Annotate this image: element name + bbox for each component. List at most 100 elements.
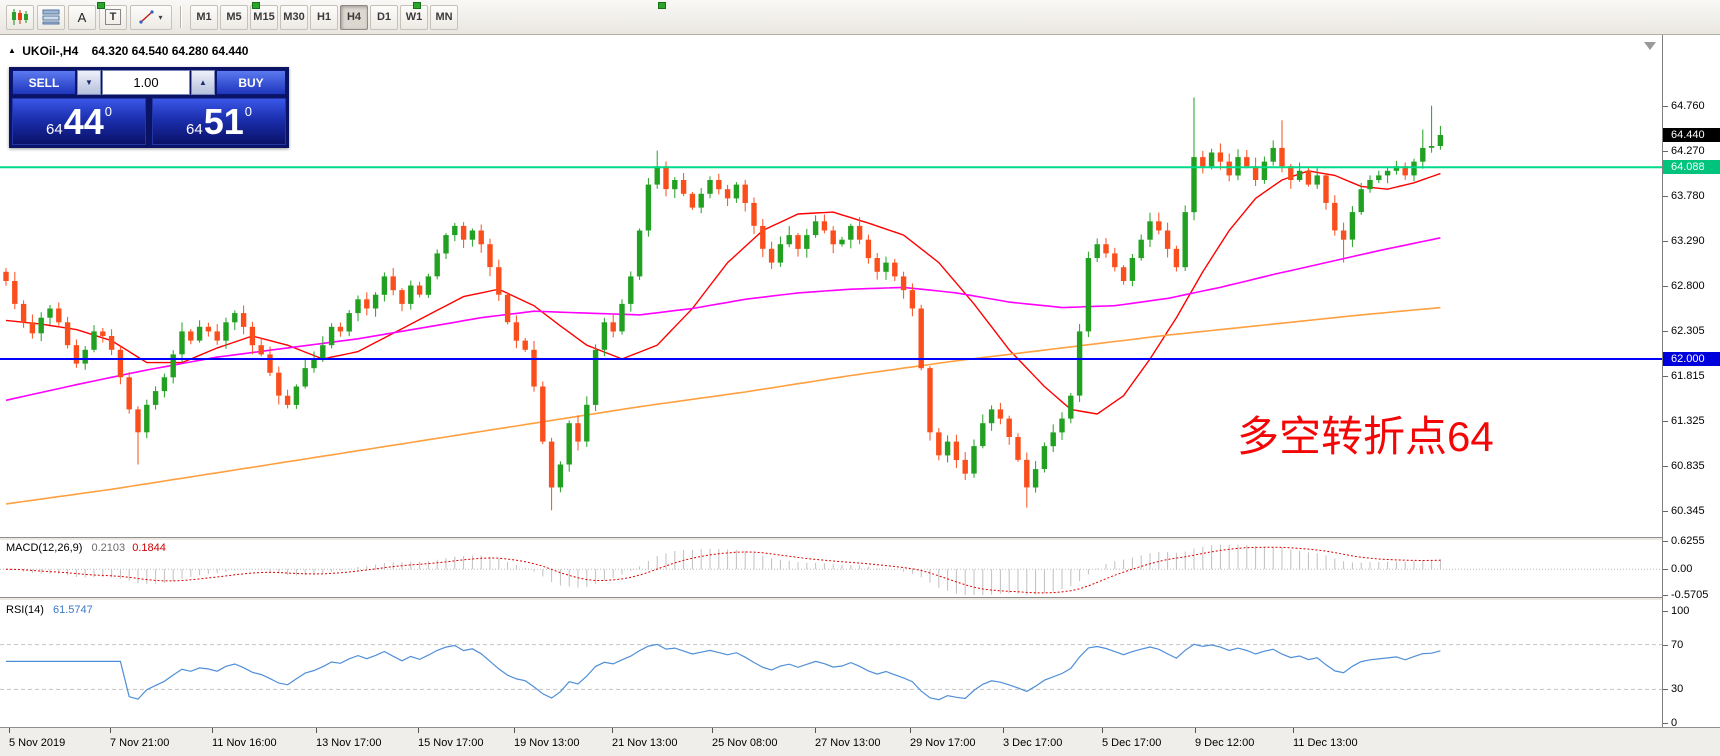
macd-name: MACD(12,26,9)	[6, 542, 83, 554]
ohlc-values: 64.320 64.540 64.280 64.440	[91, 44, 249, 58]
time-tick-label: 21 Nov 13:00	[612, 737, 678, 749]
toolbar-led-icon	[658, 2, 666, 9]
timeframe-mn-button[interactable]: MN	[430, 4, 458, 30]
drawing-tools-button[interactable]: ▾	[130, 4, 172, 30]
timeframe-d1-button[interactable]: D1	[370, 4, 398, 30]
one-click-trading-panel: SELL ▼ ▲ BUY 64 44 0 64 51 0	[9, 67, 289, 148]
macd-scale-label: 0.00	[1662, 563, 1693, 576]
price-marker-label: 64.440	[1663, 128, 1720, 143]
trade-quotes-row: 64 44 0 64 51 0	[12, 98, 286, 145]
time-tick	[316, 728, 317, 733]
time-tick-label: 3 Dec 17:00	[1003, 737, 1063, 749]
price-tick-label: 60.835	[1663, 459, 1705, 472]
sell-button[interactable]: SELL	[12, 70, 76, 95]
bid-integer: 64	[46, 121, 63, 138]
panel-toggle-icon[interactable]: ▲	[8, 46, 16, 55]
time-axis[interactable]: 5 Nov 2019 7 Nov 21:00 11 Nov 16:00 13 Nov …	[0, 727, 1720, 756]
chart-style-icon[interactable]	[6, 4, 34, 30]
time-tick	[910, 728, 911, 733]
macd-signal-value: 0.1844	[132, 542, 166, 554]
time-tick-label: 7 Nov 21:00	[110, 737, 170, 749]
time-tick	[712, 728, 713, 733]
time-tick-label: 13 Nov 17:00	[316, 737, 382, 749]
time-tick-label: 19 Nov 13:00	[514, 737, 580, 749]
price-tick-label: 63.290	[1663, 234, 1705, 247]
time-tick-label: 27 Nov 13:00	[815, 737, 881, 749]
price-tick-label: 61.325	[1663, 414, 1705, 427]
price-chart-canvas[interactable]	[0, 35, 1662, 727]
text-label-tool-button[interactable]: A	[68, 4, 96, 30]
ask-pips: 51	[203, 100, 244, 142]
volume-input[interactable]	[102, 70, 190, 95]
text-tool-icon: T	[105, 9, 121, 25]
bid-pips: 44	[63, 100, 104, 142]
time-tick	[514, 728, 515, 733]
macd-scale-label: -0.5705	[1662, 589, 1709, 601]
chevron-down-icon: ▾	[158, 12, 163, 22]
layout-glyph	[42, 9, 60, 25]
timeframe-m30-button[interactable]: M30	[280, 4, 308, 30]
time-tick-label: 11 Nov 16:00	[212, 737, 277, 749]
price-tick-label: 62.800	[1663, 279, 1705, 292]
macd-indicator-label: MACD(12,26,9) 0.2103 0.1844	[6, 542, 166, 554]
price-tick-label: 64.270	[1663, 144, 1705, 157]
time-tick	[418, 728, 419, 733]
price-tick-label: 61.815	[1663, 369, 1705, 382]
time-tick	[110, 728, 111, 733]
ask-point: 0	[244, 104, 252, 119]
toolbar-led-icon	[413, 2, 421, 9]
price-tick-label: 62.305	[1663, 324, 1705, 337]
price-axis[interactable]: 64.760 64.270 63.780 63.290 62.800 62.305 61.8…	[1662, 35, 1720, 729]
price-tick-label: 63.780	[1663, 189, 1705, 202]
rsi-scale-label: 30	[1662, 683, 1684, 696]
macd-scale-label: 0.6255	[1663, 535, 1705, 547]
time-tick	[212, 728, 213, 733]
timeframe-h4-button[interactable]: H4	[340, 4, 368, 30]
time-tick	[1003, 728, 1004, 733]
price-tick-label: 64.760	[1663, 99, 1705, 112]
time-tick-label: 29 Nov 17:00	[910, 737, 976, 749]
time-tick	[9, 728, 10, 733]
buy-button[interactable]: BUY	[216, 70, 286, 95]
time-tick	[1195, 728, 1196, 733]
volume-increase-button[interactable]: ▲	[191, 70, 215, 95]
trade-controls-row: SELL ▼ ▲ BUY	[12, 70, 286, 95]
bid-point: 0	[104, 104, 112, 119]
ask-integer: 64	[186, 121, 203, 138]
rsi-scale-label: 0	[1662, 717, 1678, 729]
time-tick-label: 11 Dec 13:00	[1293, 737, 1358, 749]
time-tick-label: 25 Nov 08:00	[712, 737, 778, 749]
volume-decrease-button[interactable]: ▼	[77, 70, 101, 95]
toolbar-separator	[180, 6, 182, 28]
time-tick-label: 15 Nov 17:00	[418, 737, 484, 749]
timeframe-m1-button[interactable]: M1	[190, 4, 218, 30]
time-tick	[1102, 728, 1103, 733]
toolbar-led-icon	[252, 2, 260, 9]
ask-price-button[interactable]: 64 51 0	[152, 98, 286, 145]
chart-symbol-header: ▲ UKOil-,H4 64.320 64.540 64.280 64.440	[8, 44, 248, 58]
moving-averages	[5, 170, 1441, 505]
time-tick-label: 5 Dec 17:00	[1102, 737, 1162, 749]
candlestick-glyph	[12, 9, 28, 25]
bid-price-button[interactable]: 64 44 0	[12, 98, 146, 145]
panel-separator[interactable]	[0, 537, 1720, 541]
time-tick	[1293, 728, 1294, 733]
time-tick-label: 9 Dec 12:00	[1195, 737, 1255, 749]
rsi-indicator	[0, 643, 1662, 701]
timeframe-group: M1 M5 M15 M30 H1 H4 D1 W1 MN	[190, 4, 458, 30]
chart-shift-icon[interactable]	[1644, 42, 1656, 50]
price-marker-label: 62.000	[1663, 351, 1720, 366]
window-layout-icon[interactable]	[37, 4, 65, 30]
timeframe-m5-button[interactable]: M5	[220, 4, 248, 30]
candlesticks	[3, 97, 1444, 511]
chart-window: ▲ UKOil-,H4 64.320 64.540 64.280 64.440 …	[0, 35, 1720, 756]
price-marker-label: 64.088	[1663, 160, 1720, 175]
macd-indicator	[0, 544, 1662, 595]
panel-separator[interactable]	[0, 597, 1720, 601]
timeframe-h1-button[interactable]: H1	[310, 4, 338, 30]
symbol-period-label: UKOil-,H4	[22, 44, 79, 58]
rsi-indicator-label: RSI(14) 61.5747	[6, 604, 93, 616]
chart-annotation-text: 多空转折点64	[1237, 413, 1494, 460]
time-tick-label: 5 Nov 2019	[9, 737, 66, 749]
main-toolbar: A T ▾ M1 M5 M15 M30 H1 H4 D1 W1 MN	[0, 0, 1720, 35]
